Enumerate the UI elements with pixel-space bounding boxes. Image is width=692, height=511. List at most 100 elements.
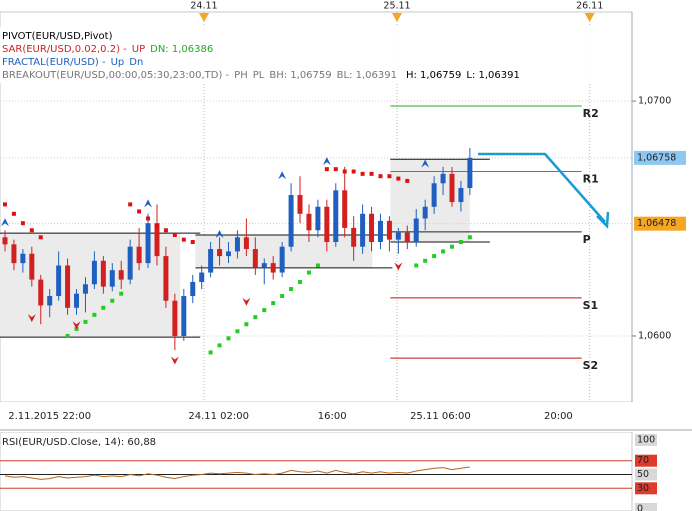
sar-dot — [306, 270, 311, 275]
pivot-label: R2 — [583, 107, 599, 120]
fractal-arrow — [394, 262, 403, 271]
sar-dot — [190, 239, 195, 244]
sar-dot — [369, 171, 374, 176]
sar-dot — [154, 223, 159, 228]
candle-body — [422, 206, 428, 219]
candle-body — [458, 187, 464, 203]
forecast-arrow — [478, 152, 606, 223]
legend-text: BH: 1,06759 — [269, 70, 331, 81]
day-marker — [584, 13, 595, 22]
candle-body — [163, 256, 169, 301]
y-tick-label: 1,0600 — [638, 330, 671, 341]
fractal-arrow — [215, 229, 224, 238]
sar-dot — [333, 167, 338, 172]
sar-dot — [83, 319, 88, 324]
day-marker — [392, 13, 403, 22]
sar-dot — [128, 202, 133, 207]
sar-dot — [405, 178, 410, 183]
candle-body — [118, 270, 124, 280]
legend-text: Up — [111, 57, 125, 68]
sar-dot — [181, 237, 186, 242]
candle-body — [377, 220, 383, 242]
rsi-line — [4, 466, 470, 480]
rsi-tick-label: 50 — [637, 469, 649, 480]
candle-body — [324, 206, 330, 242]
fractal-arrow — [72, 321, 81, 330]
pivot-label: S2 — [583, 359, 599, 372]
sar-dot — [289, 286, 294, 291]
sar-dot — [101, 305, 106, 310]
legend-layer: PIVOT(EUR/USD,Pivot) SAR(EUR/USD,0.02,0.2… — [0, 27, 625, 448]
candle-body — [288, 195, 294, 247]
candle-body — [38, 279, 44, 306]
sar-dot — [3, 202, 7, 207]
candle-body — [2, 237, 8, 245]
rsi-tick-label: 100 — [637, 435, 655, 446]
candle-body — [342, 190, 348, 228]
candle-body — [172, 300, 178, 336]
candle-body — [404, 232, 410, 242]
candle-body — [154, 223, 160, 257]
breakout-box — [390, 159, 470, 242]
candle-body — [360, 213, 366, 247]
sar-dot — [146, 216, 151, 221]
legend-background — [0, 27, 625, 83]
candle-body — [136, 246, 142, 264]
rsi-tick-box — [635, 482, 657, 495]
sar-dot — [65, 333, 70, 338]
candle-body — [351, 227, 357, 247]
sar-dot — [119, 291, 124, 296]
sar-dot — [467, 235, 472, 240]
fractal-arrow — [170, 356, 179, 365]
rsi-tick-label: 0 — [637, 504, 643, 511]
candle-body — [100, 260, 106, 287]
candle-body — [279, 246, 285, 273]
sar-dot — [315, 263, 320, 268]
rsi-tick-box — [635, 434, 657, 446]
legend-line: FRACTAL(EUR/USD) - Up Dn — [2, 57, 143, 68]
candle-body — [217, 249, 223, 257]
sar-dot — [298, 279, 303, 284]
sar-dot — [450, 244, 454, 249]
candle-body — [234, 237, 240, 252]
candle-body — [386, 220, 392, 240]
legend-text: H: 1,06759 — [406, 70, 461, 81]
candle-body — [243, 237, 249, 250]
sar-dot — [172, 232, 177, 237]
candle-body — [333, 190, 339, 242]
fractal-arrow — [278, 171, 287, 180]
candle-body — [74, 293, 80, 308]
legend-text: FRACTAL(EUR/USD) - — [2, 57, 106, 68]
day-marker — [199, 13, 210, 22]
candle-body — [449, 173, 455, 203]
candle-body — [199, 272, 205, 282]
price-marker-box — [634, 216, 686, 231]
legend-text: DN: 1,06386 — [150, 44, 213, 55]
candle-body — [109, 270, 115, 287]
pivot-label: R1 — [583, 173, 599, 186]
sar-dot — [441, 249, 446, 254]
candle-body — [65, 265, 71, 308]
fractal-arrow — [421, 159, 430, 168]
candle-body — [208, 249, 214, 273]
sar-dot — [342, 169, 347, 174]
sar-dot — [262, 308, 267, 313]
x-tick-label: 25.11 06:00 — [410, 411, 471, 422]
legend-text: BL: 1,06391 — [337, 70, 397, 81]
fractal-arrow — [144, 199, 153, 208]
candle-body — [440, 173, 446, 184]
legend-text: BREAKOUT(EUR/USD,00:00,05:30,23:00,TD) - — [2, 70, 230, 81]
rsi-title: RSI(EUR/USD.Close, 14): 60,88 — [2, 437, 156, 448]
candle-body — [20, 253, 26, 264]
day-label: 26.11 — [576, 1, 603, 12]
pivot-label: P — [583, 233, 591, 246]
candle-body — [297, 195, 303, 214]
rsi-tick-box — [635, 468, 657, 481]
sar-dot — [280, 294, 285, 299]
candle-body — [270, 263, 276, 273]
candle-body — [127, 246, 133, 280]
sar-dot — [163, 228, 168, 233]
